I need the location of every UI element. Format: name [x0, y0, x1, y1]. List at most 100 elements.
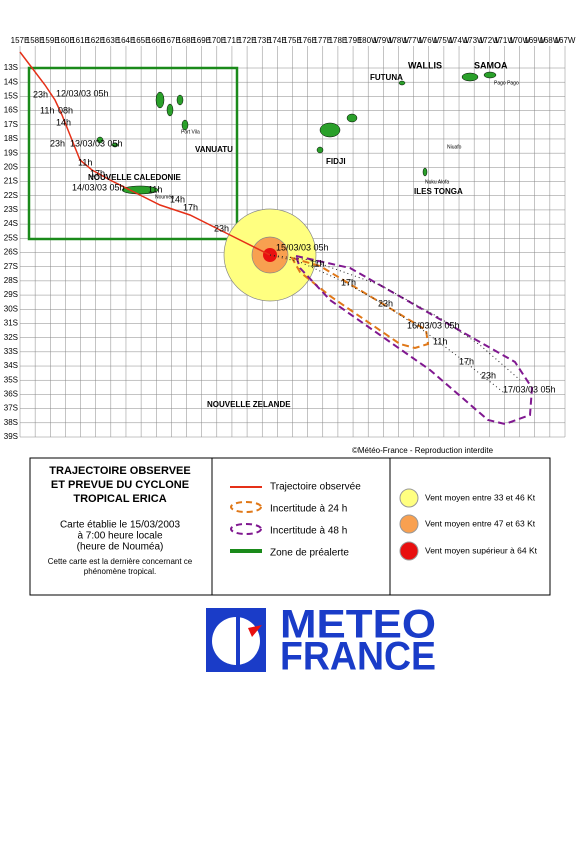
lat-label: 19S [4, 148, 18, 157]
island [96, 136, 104, 144]
island [422, 167, 428, 177]
place-label: ILES TONGA [414, 187, 463, 196]
track-label: 11h [148, 184, 162, 194]
legend-title: ET PREVUE DU CYCLONE [51, 479, 189, 491]
lat-label: 23S [4, 205, 18, 214]
lon-label: 169W [524, 36, 545, 45]
lat-label: 29S [4, 290, 18, 299]
lon-label: 160E [56, 36, 75, 45]
lon-label: 178W [388, 36, 409, 45]
lon-label: 175E [283, 36, 302, 45]
logo-line1: METEO [280, 603, 436, 647]
forecast-track [269, 254, 521, 381]
lon-label: 158E [26, 36, 45, 45]
lon-label: 162E [86, 36, 105, 45]
track-label: 23h [50, 138, 65, 148]
lat-label: 28S [4, 276, 18, 285]
lat-label: 35S [4, 375, 18, 384]
lon-label: 168W [539, 36, 560, 45]
logo-flag [248, 625, 262, 637]
lon-label: 157E [11, 36, 30, 45]
legend-title: TRAJECTOIRE OBSERVEE [49, 465, 190, 477]
place-label: SAMOA [474, 60, 508, 70]
track-label: 15/03/03 05h [276, 242, 329, 252]
track-label: 11h [40, 105, 54, 115]
lon-label: 176E [298, 36, 317, 45]
legend-wind: Vent moyen entre 47 et 63 Kt [425, 518, 536, 528]
track-label: 17h [341, 277, 356, 287]
place-label: WALLIS [408, 60, 442, 70]
lat-label: 39S [4, 432, 18, 441]
forecast-track [269, 254, 504, 393]
legend-last: Cette carte est la dernière concernant c… [48, 557, 193, 566]
lon-label: 163E [101, 36, 120, 45]
lon-label: 159E [41, 36, 60, 45]
lat-label: 37S [4, 404, 18, 413]
track-label: 23h [481, 370, 496, 380]
lon-label: 166E [147, 36, 166, 45]
legend-wind-1 [399, 488, 419, 508]
lon-label: 173W [464, 36, 485, 45]
track-label: 17h [183, 202, 198, 212]
track-label: 14/03/03 05h [72, 182, 125, 192]
legend-note: (heure de Nouméa) [77, 542, 164, 553]
legend-48h [230, 523, 262, 535]
island [121, 185, 159, 195]
legend-item: Zone de préalerte [270, 548, 349, 559]
place-label: Pago Pago [494, 80, 519, 86]
lat-label: 34S [4, 361, 18, 370]
logo-bar [236, 617, 240, 665]
lat-label: 30S [4, 304, 18, 313]
lat-label: 27S [4, 262, 18, 271]
track-label: 11h [78, 157, 92, 167]
uncertainty-24h [289, 256, 430, 350]
track-label: 11h [433, 336, 447, 346]
lat-label: 14S [4, 77, 18, 86]
uncertainty-48h [294, 254, 534, 426]
track-label: 17/03/03 05h [503, 384, 556, 394]
lon-label: 179E [344, 36, 363, 45]
island [483, 71, 497, 79]
lon-label: 167E [162, 36, 181, 45]
island [181, 119, 189, 131]
lat-label: 26S [4, 248, 18, 257]
track-label: 11h [310, 258, 324, 268]
place-label: Port Vila [181, 129, 200, 135]
track-label: 12/03/03 05h [56, 88, 109, 98]
prealert-zone [27, 66, 239, 241]
lon-label: 171E [223, 36, 242, 45]
lon-label: 168E [177, 36, 196, 45]
track-label: 23h [378, 298, 393, 308]
lon-label: 170E [207, 36, 226, 45]
track-label: 13/03/03 05h [70, 138, 123, 148]
legend-wind: Vent moyen supérieur à 64 Kt [425, 545, 538, 555]
lon-label: 175W [433, 36, 454, 45]
island [316, 146, 324, 154]
lat-label: 15S [4, 91, 18, 100]
legend-wind: Vent moyen entre 33 et 46 Kt [425, 492, 536, 502]
lat-label: 17S [4, 120, 18, 129]
lon-label: 169E [192, 36, 211, 45]
lon-label: 176W [418, 36, 439, 45]
lon-label: 164E [117, 36, 136, 45]
legend-title: TROPICAL ERICA [73, 493, 166, 505]
track-label: 23h [214, 223, 229, 233]
lon-label: 171W [494, 36, 515, 45]
lon-label: 177W [403, 36, 424, 45]
legend-item: Trajectoire observée [270, 482, 361, 493]
island [111, 142, 119, 148]
lat-label: 22S [4, 191, 18, 200]
place-label: NOUVELLE ZELANDE [207, 400, 291, 409]
lon-label: 172W [479, 36, 500, 45]
track-label: 16/03/03 05h [407, 320, 460, 330]
lon-label: 173E [253, 36, 272, 45]
logo-line2: FRANCE [280, 635, 436, 679]
lat-label: 24S [4, 219, 18, 228]
legend-note: à 7:00 heure locale [77, 531, 163, 542]
track-label: 08h [58, 105, 73, 115]
place-label: Nouméa [155, 194, 174, 200]
island [398, 80, 406, 86]
lon-label: 179W [373, 36, 394, 45]
legend-24h [230, 501, 262, 513]
